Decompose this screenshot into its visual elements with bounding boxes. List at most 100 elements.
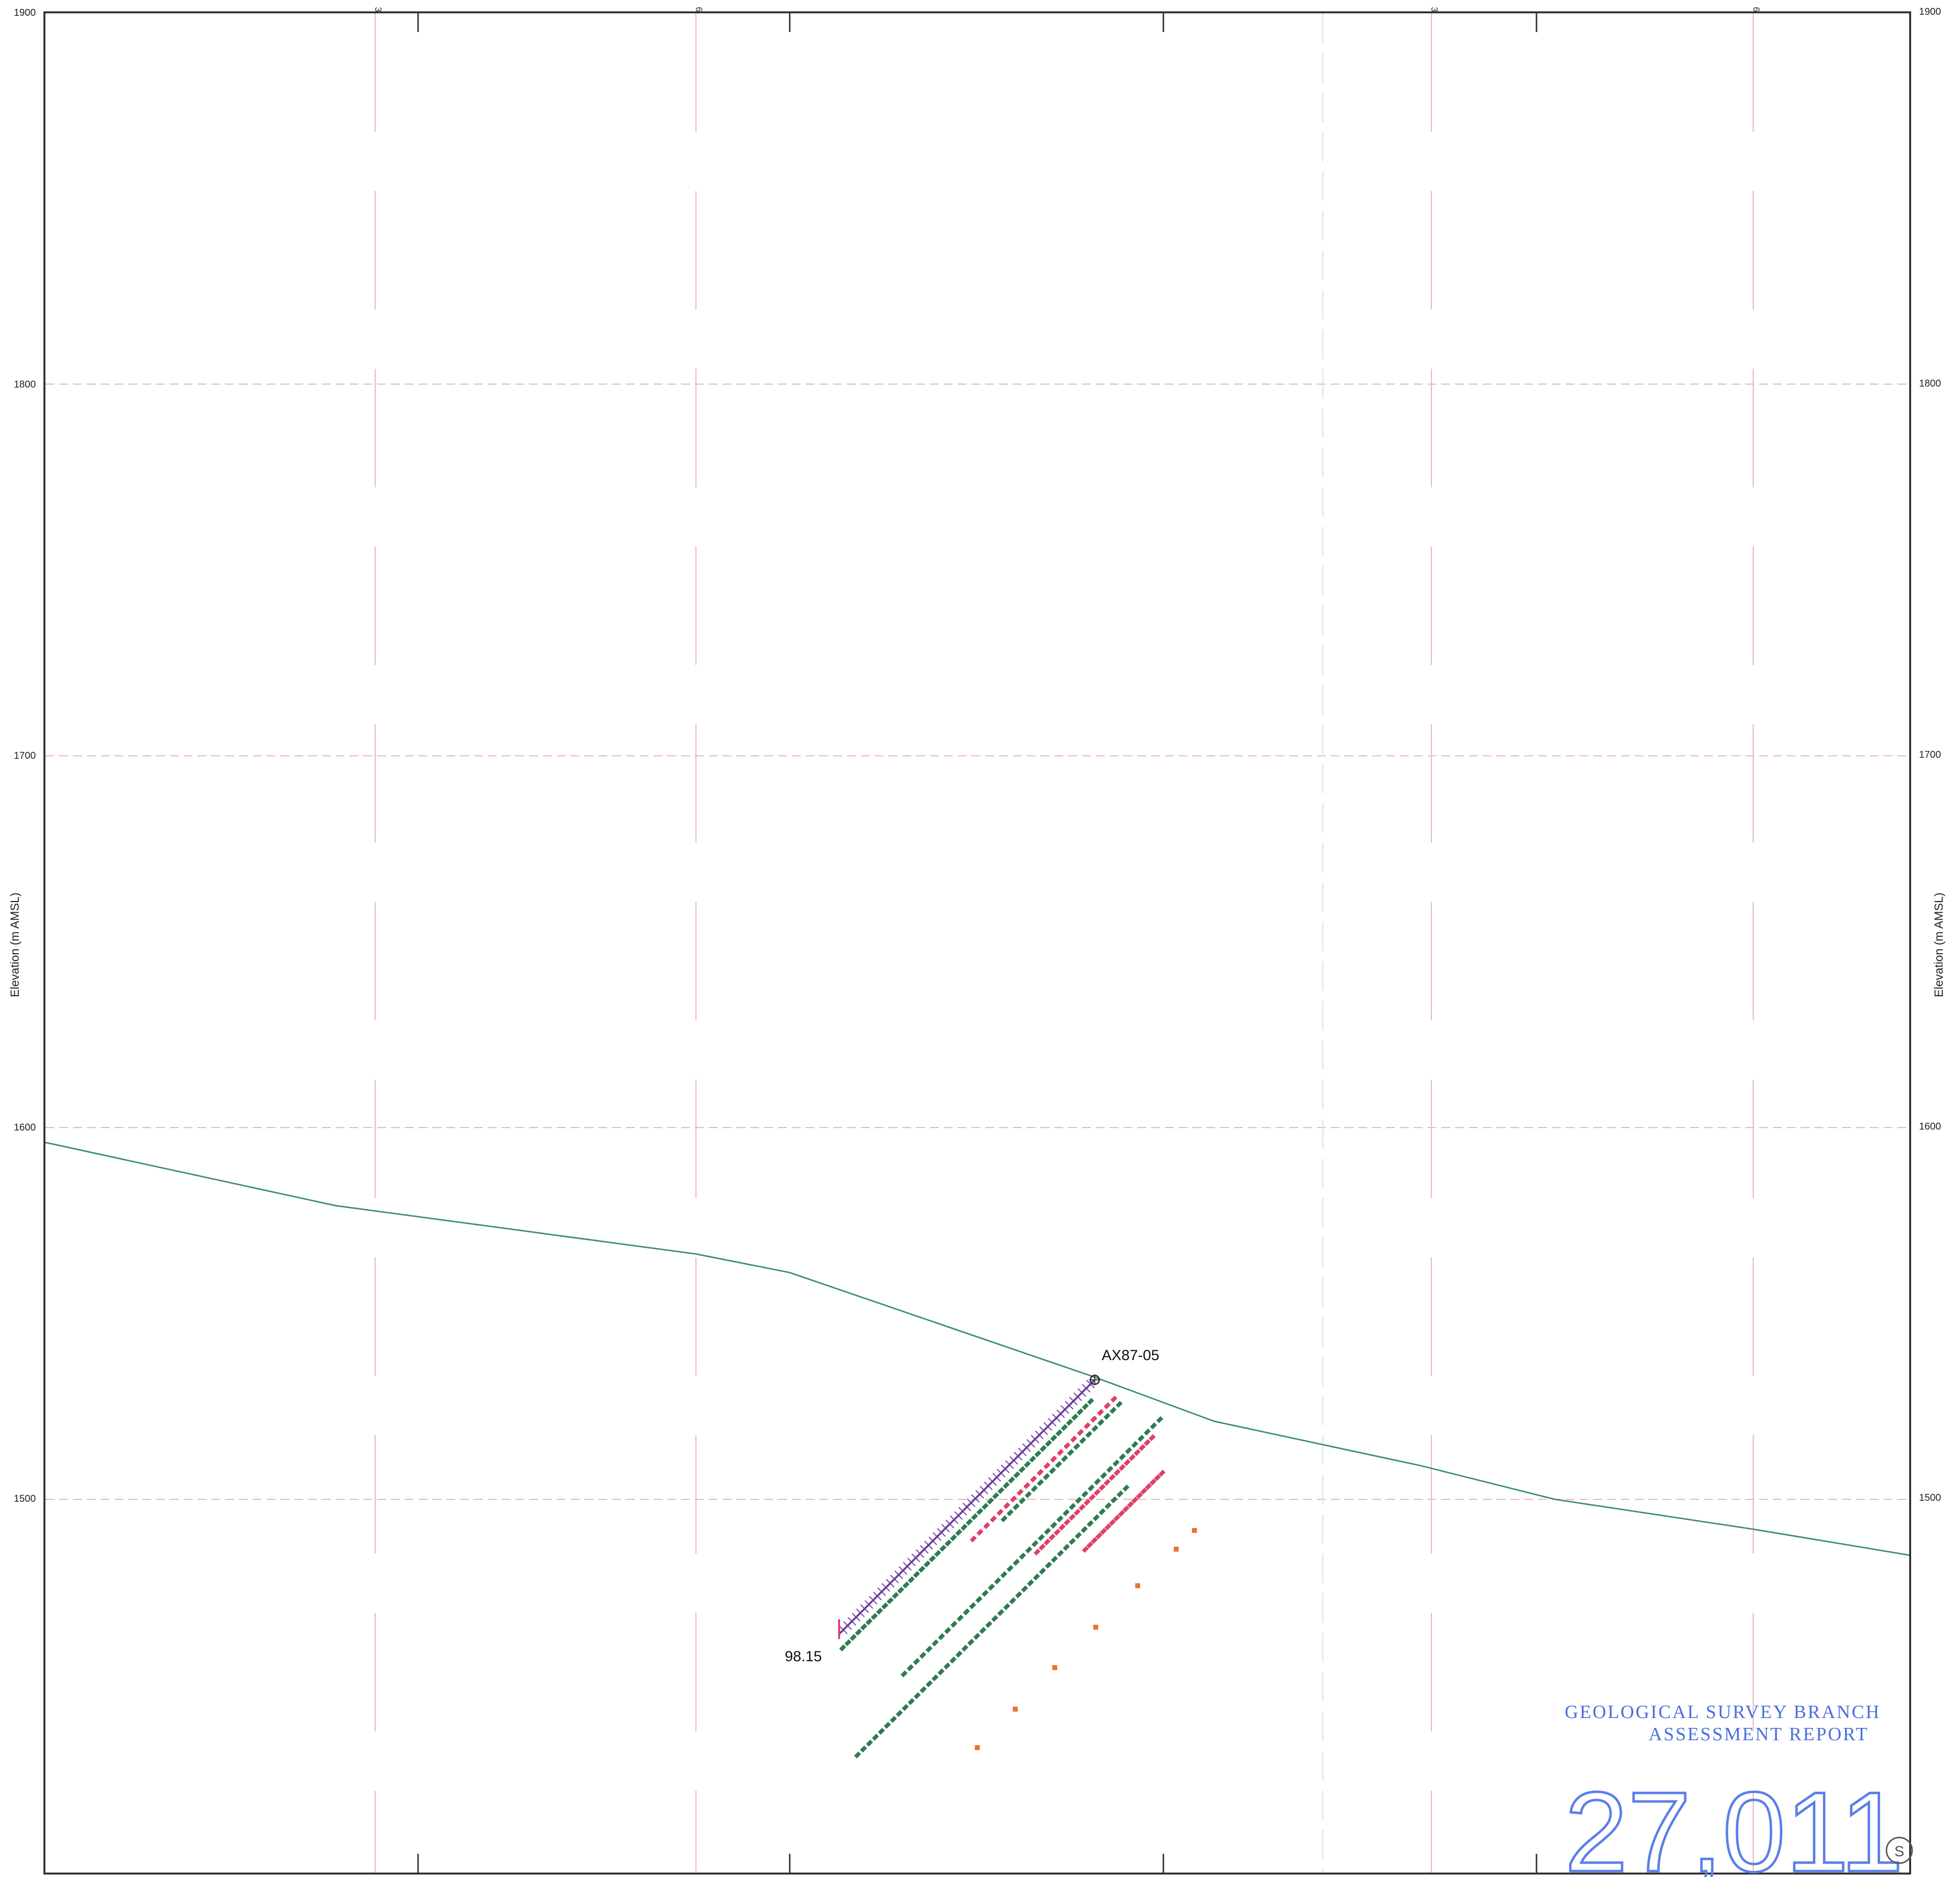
assay-mark [1111, 1496, 1118, 1504]
assay-mark [865, 1618, 873, 1625]
assay-mark [1003, 1603, 1010, 1610]
stamp-line-2: ASSESSMENT REPORT [1649, 1724, 1869, 1745]
assay-mark [1122, 1485, 1130, 1492]
assay-mark [1050, 1522, 1057, 1529]
depth-tick [851, 1612, 861, 1622]
elevation-label-right-1800: 1800 [1919, 378, 1941, 389]
assay-mark [976, 1508, 984, 1515]
depth-tick [898, 1566, 908, 1575]
assay-mark [957, 1614, 964, 1622]
elevation-label-left-1900: 1900 [14, 7, 36, 18]
sample-points [975, 1528, 1197, 1750]
depth-tick [988, 1477, 997, 1486]
assay-mark [1104, 1523, 1112, 1530]
assay-mark [1149, 1478, 1157, 1486]
assay-mark [855, 1629, 862, 1636]
depth-tick [945, 1520, 955, 1528]
assay-mark [1057, 1550, 1064, 1557]
elevation-label-left-1500: 1500 [14, 1493, 36, 1504]
assay-mark [923, 1560, 931, 1568]
assay-mark [961, 1524, 968, 1531]
assay-mark [1000, 1571, 1007, 1578]
depth-tick [916, 1549, 924, 1558]
assay-mark [973, 1633, 981, 1640]
assay-mark [1093, 1488, 1101, 1496]
sample-point [1135, 1583, 1140, 1588]
assay-mark [1081, 1546, 1089, 1553]
assay-mark [1043, 1473, 1050, 1481]
depth-tick [1031, 1435, 1039, 1444]
depth-tick [958, 1507, 967, 1516]
assay-mark [1033, 1573, 1040, 1581]
assay-mark [950, 1534, 957, 1541]
depth-tick [962, 1502, 971, 1512]
depth-tick [903, 1562, 912, 1571]
assay-mark [1006, 1565, 1014, 1572]
assay-mark [943, 1662, 951, 1670]
assay-mark [1139, 1444, 1146, 1451]
assay-mark [1034, 1450, 1041, 1457]
grid-layer [45, 12, 1909, 1874]
drillhole-depth-label: 98.15 [785, 1648, 822, 1665]
assay-mark [967, 1639, 975, 1646]
depth-tick [1022, 1443, 1031, 1452]
elevation-label-right-1700: 1700 [1919, 749, 1941, 760]
depth-tick [954, 1511, 963, 1520]
assay-mark [1063, 1442, 1071, 1449]
assay-mark [1085, 1431, 1093, 1438]
assay-mark [944, 1627, 952, 1634]
assay-mark [931, 1674, 939, 1681]
elevation-gridlines [45, 384, 1909, 1500]
depth-tick [847, 1617, 856, 1626]
assay-mark [1063, 1509, 1070, 1517]
depth-tick [856, 1608, 865, 1617]
depth-tick [894, 1570, 903, 1579]
assay-mark [987, 1497, 994, 1505]
assay-mark [1044, 1527, 1051, 1535]
depth-tick [1018, 1447, 1027, 1456]
assay-mark [1057, 1448, 1064, 1456]
assay-mark [925, 1645, 933, 1653]
assay-mark [1133, 1449, 1141, 1456]
assay-mark [1076, 1408, 1084, 1415]
assay-mark [975, 1596, 983, 1603]
assay-mark [1037, 1479, 1044, 1486]
assay-mark [839, 1644, 846, 1652]
assay-mark [849, 1634, 857, 1641]
elevation-label-left-1800: 1800 [14, 379, 36, 390]
depth-tick [860, 1604, 869, 1613]
left-elevation-axis: 1900 1800 1700 1600 1500 Elevation (m AM… [8, 7, 36, 1504]
assay-mark [1079, 1437, 1086, 1444]
assay-mark [1075, 1532, 1082, 1539]
assay-mark [1030, 1475, 1038, 1483]
assay-mark [860, 1745, 867, 1753]
assay-mark [955, 1529, 962, 1536]
assay-mark [1109, 1519, 1116, 1526]
assay-mark [1069, 1514, 1076, 1521]
assay-mark [1086, 1541, 1094, 1549]
assessment-report-stamp: GEOLOGICAL SURVEY BRANCH ASSESSMENT REPO… [1564, 1702, 1913, 1877]
assay-mark [969, 1535, 977, 1543]
assay-mark [1009, 1597, 1016, 1604]
top-tick-label: 6 [1751, 7, 1761, 12]
assay-mark [1113, 1514, 1120, 1522]
assay-mark [913, 1571, 920, 1578]
assay-mark [1018, 1466, 1026, 1473]
depth-tick [885, 1579, 895, 1588]
assay-mark [876, 1607, 884, 1615]
sample-point [1052, 1665, 1057, 1670]
assay-mark [1097, 1408, 1104, 1416]
map-frame [43, 11, 1911, 1875]
assay-mark [1008, 1476, 1015, 1484]
depth-tick [928, 1536, 937, 1545]
assay-mark [1115, 1401, 1123, 1408]
assay-mark [1038, 1543, 1046, 1551]
depth-tick [1052, 1413, 1061, 1422]
assay-mark [1019, 1497, 1026, 1504]
assay-mark [937, 1668, 945, 1676]
assay-mark [1037, 1469, 1044, 1476]
top-tick-label: 3 [373, 7, 383, 12]
assay-mark [1063, 1519, 1071, 1526]
right-elevation-axis: 1900 1800 1700 1600 1500 Elevation (m AM… [1919, 6, 1946, 1503]
depth-tick [1077, 1388, 1086, 1397]
